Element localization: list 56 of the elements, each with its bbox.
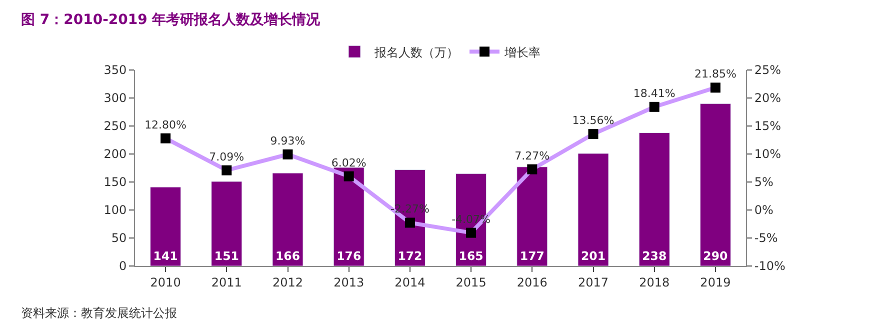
chart-title: 图 7：2010-2019 年考研报名人数及增长情况 xyxy=(21,12,322,28)
bar xyxy=(700,103,731,266)
data-label: 7.27% xyxy=(514,149,550,162)
bar xyxy=(333,167,364,266)
y-tick-label: 200 xyxy=(104,147,127,162)
y-tick-label: 350 xyxy=(104,63,127,78)
y-tick-label: 250 xyxy=(104,119,127,134)
data-label: 165 xyxy=(458,249,484,264)
y2-tick-label: 15% xyxy=(754,119,782,134)
data-label: 13.56% xyxy=(572,114,614,128)
y2-tick-label: -5% xyxy=(754,231,778,246)
bar xyxy=(578,153,609,266)
bar xyxy=(638,132,670,266)
y-tick-label: 0 xyxy=(118,259,127,274)
y2-tick-label: 25% xyxy=(754,63,782,78)
bar xyxy=(211,181,242,266)
x-tick-label: 2012 xyxy=(272,275,304,290)
x-tick-label: 2011 xyxy=(211,275,242,290)
y-tick-label: 50 xyxy=(111,231,127,246)
bar xyxy=(516,166,548,266)
data-label: 21.85% xyxy=(694,68,736,81)
data-label: 290 xyxy=(703,249,728,264)
x-tick-label: 2013 xyxy=(334,275,364,290)
y2-tick-label: 5% xyxy=(754,175,774,190)
text: 资料来源：教育发展统计公报 xyxy=(21,306,177,320)
data-label: 141 xyxy=(153,249,178,264)
data-label: 177 xyxy=(520,249,544,264)
data-label: 6.02% xyxy=(331,156,366,170)
y2-tick-label: 20% xyxy=(754,91,782,106)
x-tick-label: 2017 xyxy=(578,275,609,290)
data-label: 201 xyxy=(580,249,606,264)
data-label: 238 xyxy=(642,249,667,264)
x-tick-label: 2019 xyxy=(700,275,731,290)
y2-tick-label: 0% xyxy=(754,203,774,218)
data-label: 9.93% xyxy=(270,134,306,148)
x-tick-label: 2016 xyxy=(516,275,548,290)
bar xyxy=(150,186,182,266)
data-label: 7.09% xyxy=(209,150,244,164)
data-label: 151 xyxy=(214,249,239,264)
legend-label: 报名人数（万） xyxy=(374,45,458,60)
legend-label: 增长率 xyxy=(504,45,540,60)
bar xyxy=(272,172,304,266)
y-tick-label: 300 xyxy=(104,91,127,106)
x-tick-label: 2018 xyxy=(639,275,670,290)
x-tick-label: 2015 xyxy=(456,275,486,290)
y-tick-label: 100 xyxy=(104,203,127,218)
data-label: 18.41% xyxy=(633,86,676,100)
data-label: 166 xyxy=(275,249,300,264)
y2-tick-label: -10% xyxy=(754,259,786,274)
x-tick-label: 2010 xyxy=(150,275,181,290)
data-label: 12.80% xyxy=(144,118,187,132)
y2-tick-label: 10% xyxy=(754,147,782,162)
x-tick-label: 2014 xyxy=(394,275,426,290)
data-label: 172 xyxy=(398,249,422,264)
y-tick-label: 150 xyxy=(104,175,127,190)
data-label: 176 xyxy=(336,249,362,264)
